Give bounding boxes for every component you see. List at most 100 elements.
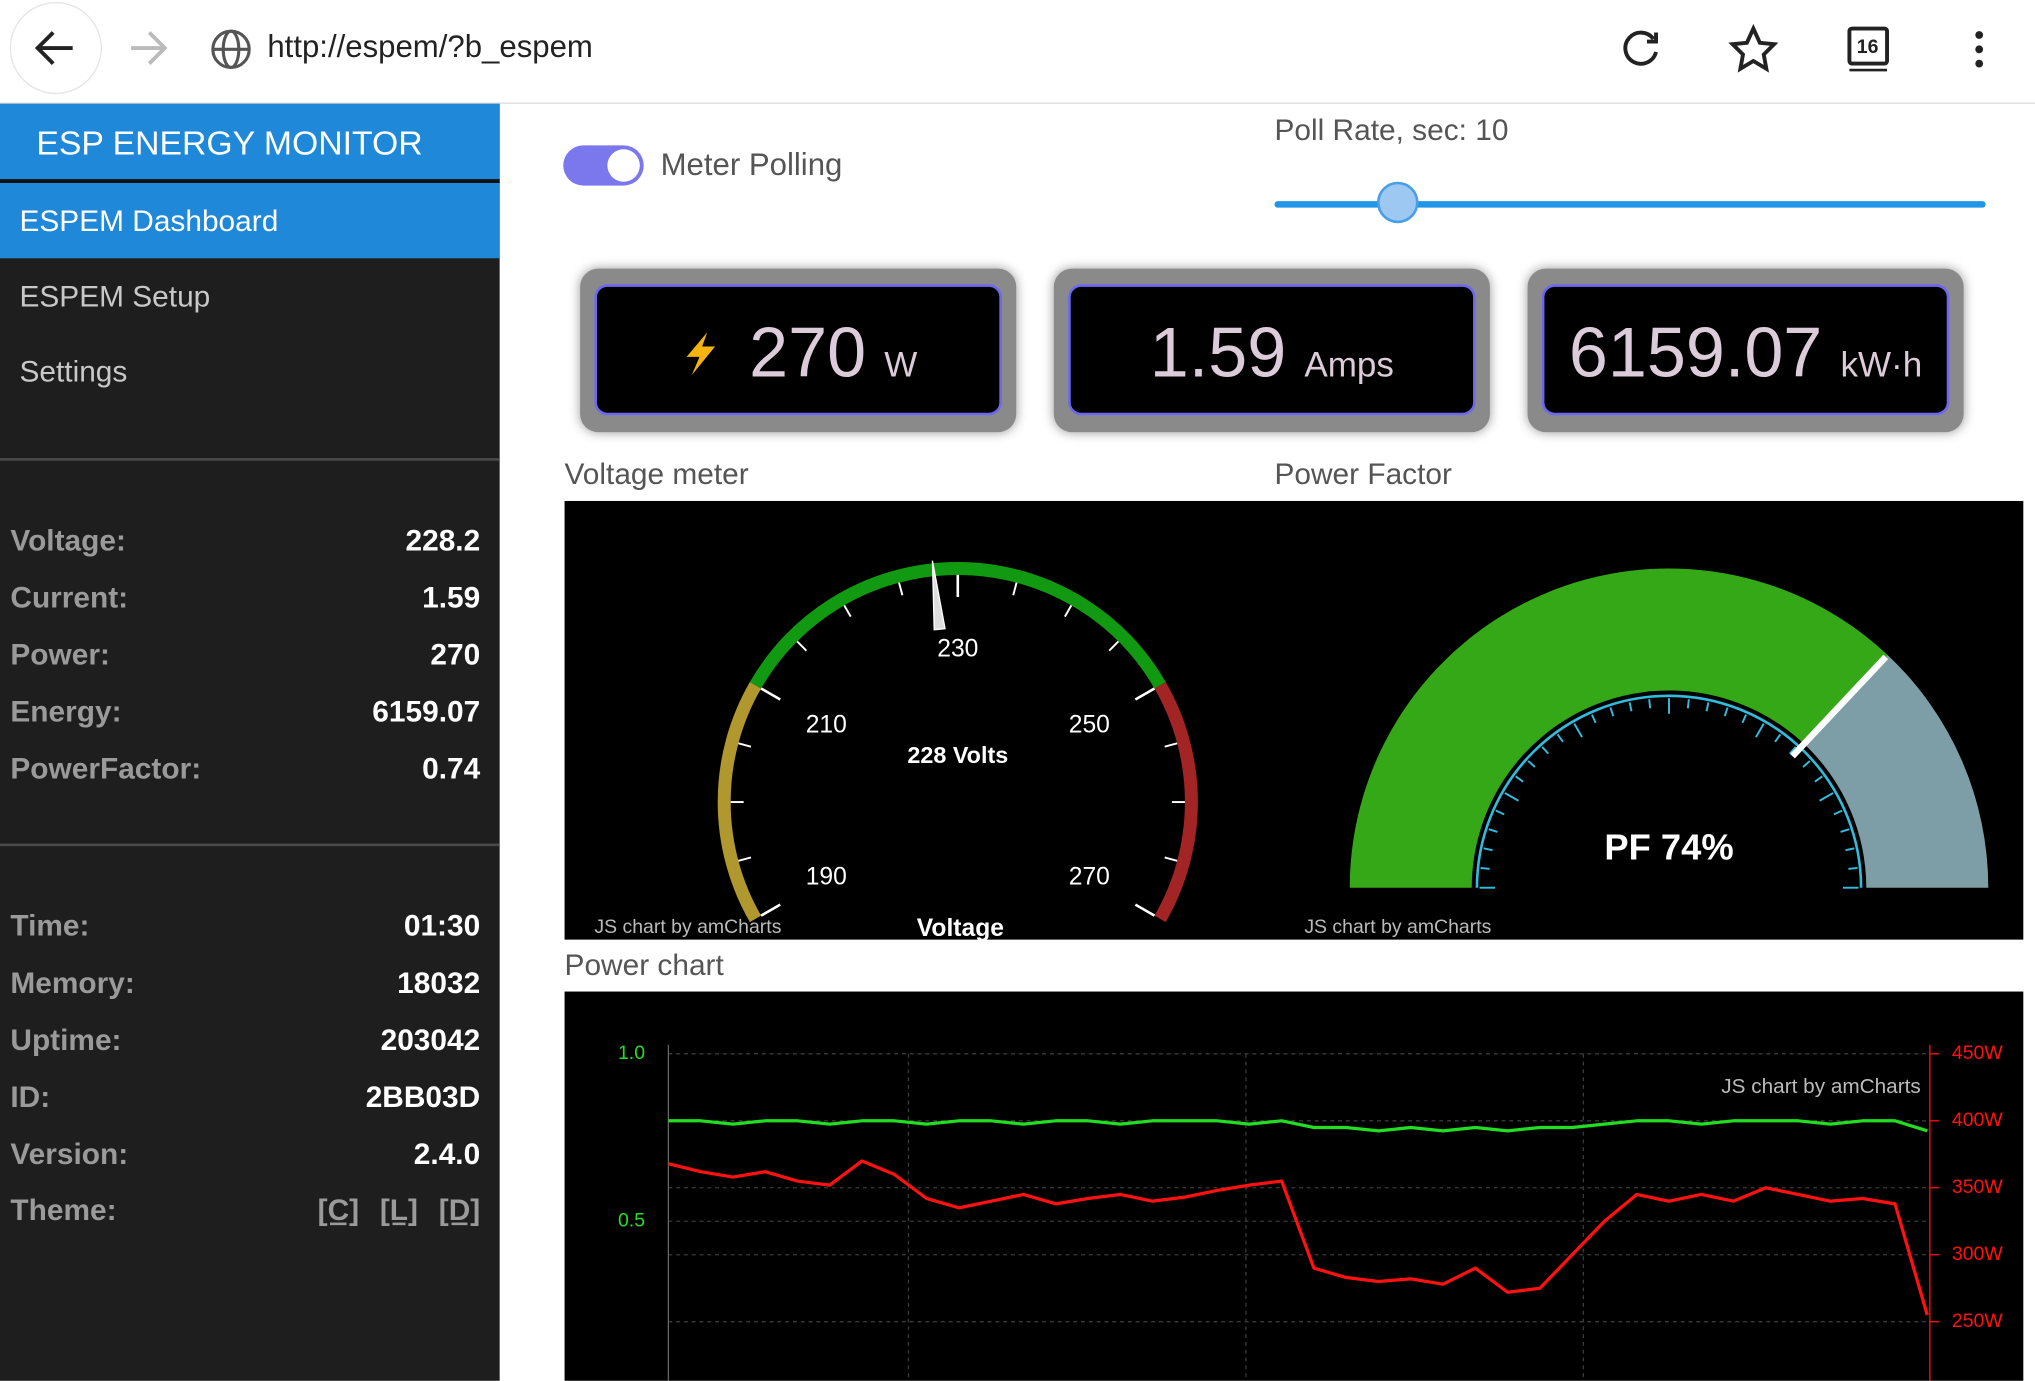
info-value: 203042 (380, 1022, 481, 1056)
info-label: Theme: (10, 1192, 117, 1226)
gauge-minor-tick (1012, 582, 1018, 596)
info-row: Energy: 6159.07 (10, 692, 480, 731)
poll-rate-slider[interactable] (1274, 201, 1986, 208)
series-line (668, 1119, 1928, 1133)
gauge-minor-tick (1527, 760, 1536, 768)
y2-tick-label: 400W (1952, 1109, 2003, 1131)
tabs-button[interactable]: 16 (1847, 26, 1889, 72)
bookmark-button[interactable] (1728, 23, 1779, 73)
y-tick-label: 1.0 (618, 1042, 645, 1064)
gauge-tick-label: 270 (1069, 863, 1110, 890)
info-row: Uptime: 203042 (10, 1020, 480, 1059)
gauge-minor-tick (1164, 742, 1178, 748)
url[interactable]: http://espem/?b_espem (267, 29, 593, 65)
theme-option[interactable]: [C] (317, 1192, 360, 1226)
separator (0, 458, 500, 461)
gauge-minor-tick (1705, 702, 1710, 712)
gauge-minor-tick (1819, 792, 1834, 802)
info-row: Current: 1.59 (10, 578, 480, 617)
gauge-ring (1475, 694, 1863, 888)
gauge-label: Voltage (917, 915, 1004, 942)
gauge-fill (1349, 568, 1888, 888)
chart-credit: JS chart by amCharts (594, 916, 781, 938)
reload-button[interactable] (1623, 30, 1658, 66)
info-value: 01:30 (403, 907, 481, 942)
gauge-track (1804, 654, 1989, 888)
theme-options: [C] [L] [D] (318, 1192, 481, 1227)
info-row: Voltage: 228.2 (10, 520, 480, 559)
gauge-minor-tick (1845, 847, 1855, 852)
gauge-minor-tick (1515, 775, 1524, 783)
info-row: Memory: 18032 (10, 963, 480, 1002)
app-title: ESP ENERGY MONITOR (36, 123, 423, 163)
gauge-minor-tick (1541, 746, 1550, 755)
info-label: Voltage: (10, 522, 126, 557)
gauge-minor-tick (843, 604, 852, 618)
info-value: 2BB03D (365, 1079, 481, 1113)
gauge-tick-label: 250 (1069, 712, 1110, 739)
metric-unit: kW·h (1840, 345, 1923, 385)
info-label: PowerFactor: (10, 750, 202, 785)
info-row: Time: 01:30 (10, 906, 480, 945)
info-value: 228.2 (405, 522, 481, 557)
gauge-minor-tick (1108, 640, 1120, 652)
gauge-minor-tick (1483, 847, 1493, 852)
sidebar (0, 103, 500, 1381)
theme-option[interactable]: [L] (379, 1192, 418, 1226)
info-row: ID: 2BB03D (10, 1077, 480, 1116)
chart-title: Power chart (565, 949, 725, 982)
metric-value: 6159.07 (1568, 314, 1823, 392)
gauge-tick (1134, 903, 1156, 917)
browser-icons: 16 (9, 1, 1984, 95)
gauge-band (749, 562, 1166, 689)
y2-tick-label: 300W (1952, 1243, 2003, 1265)
info-row: Theme: [C] [L] [D] (10, 1190, 480, 1229)
globe-icon (211, 29, 251, 70)
nav-item[interactable]: Settings (19, 354, 128, 389)
info-label: Version: (10, 1136, 129, 1170)
gauge-minor-tick (898, 582, 904, 596)
gauge-panel (564, 500, 2024, 940)
gauge-band (717, 682, 762, 923)
chart-credit: JS chart by amCharts (1304, 916, 1491, 938)
gauge-tick (760, 903, 781, 917)
nav-item[interactable]: ESPEM Dashboard (0, 182, 500, 259)
gauge-minor-tick (1686, 699, 1690, 709)
gauge-minor-tick (1774, 733, 1782, 743)
metric-card: 270 W (594, 284, 1002, 416)
metric-value: 270 (749, 314, 867, 392)
info-value: 18032 (397, 964, 481, 999)
gauge-minor-tick (738, 856, 752, 862)
info-row: Power: 270 (10, 635, 480, 674)
app-title-bar (0, 103, 500, 183)
theme-option[interactable]: [D] (438, 1192, 481, 1226)
gauge-tick-label: 230 (937, 636, 978, 663)
gauge-minor-tick (1573, 723, 1583, 738)
bolt-icon (686, 332, 716, 376)
gauge-tick-label: 190 (806, 863, 847, 890)
gauge-needle (931, 560, 946, 631)
forward-button[interactable] (131, 31, 168, 65)
info-label: Time: (10, 907, 90, 942)
tabs-count: 16 (1857, 36, 1879, 58)
poll-rate-label: Poll Rate, sec: 10 (1274, 112, 1509, 147)
info-label: Current: (10, 579, 129, 614)
info-label: Power: (10, 636, 110, 671)
menu-button[interactable] (1975, 31, 1984, 68)
polling-toggle[interactable] (563, 145, 644, 186)
tabs-box (1847, 26, 1889, 66)
metric-unit: Amps (1304, 345, 1394, 385)
gauge-tick (760, 687, 781, 701)
info-value: 1.59 (422, 579, 481, 614)
info-label: Energy: (10, 693, 122, 728)
info-value: 270 (430, 636, 481, 671)
gauge-tick-label: 210 (806, 712, 847, 739)
slider-knob[interactable] (1376, 181, 1419, 224)
info-row: PowerFactor: 0.74 (10, 749, 480, 788)
info-value: 0.74 (422, 750, 481, 785)
gauge-minor-tick (738, 742, 752, 748)
gauge-minor-tick (1064, 604, 1073, 618)
nav-item[interactable]: ESPEM Setup (19, 279, 211, 313)
metric-card: 6159.07 kW·h (1541, 284, 1950, 416)
